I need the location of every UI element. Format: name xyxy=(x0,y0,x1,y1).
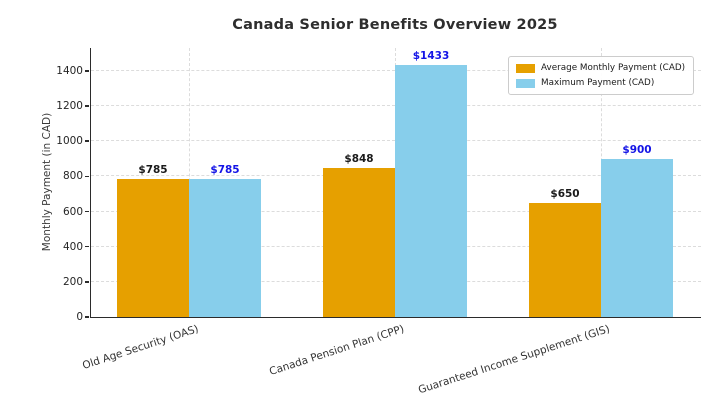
bar-value-label: $785 xyxy=(138,163,168,176)
y-tick-label: 600 xyxy=(62,205,83,218)
bar-maximum xyxy=(189,178,261,317)
chart-title: Canada Senior Benefits Overview 2025 xyxy=(232,17,558,33)
legend-swatch xyxy=(516,78,535,88)
legend-item: Maximum Payment (CAD) xyxy=(516,78,685,88)
y-tick-label: 1400 xyxy=(56,64,83,77)
y-tick-label: 800 xyxy=(62,170,83,183)
bar-maximum xyxy=(395,65,467,317)
legend-item: Average Monthly Payment (CAD) xyxy=(516,63,685,73)
y-tick-mark xyxy=(85,210,89,213)
y-tick-mark xyxy=(85,245,89,248)
y-tick-label: 0 xyxy=(76,311,83,323)
y-tick-mark xyxy=(85,175,89,178)
y-tick-mark xyxy=(85,140,89,142)
y-tick-mark xyxy=(85,105,89,107)
bar-value-label: $1433 xyxy=(412,50,450,63)
y-tick-mark xyxy=(85,70,89,72)
bar-value-label: $848 xyxy=(344,152,374,165)
y-tick-mark xyxy=(85,316,89,318)
bar-value-label: $785 xyxy=(210,163,240,176)
bar-average xyxy=(529,202,601,317)
x-tick-label: Guaranteed Income Supplement (GIS) xyxy=(417,323,612,397)
bar-average xyxy=(323,167,395,317)
legend-label: Average Monthly Payment (CAD) xyxy=(541,63,686,73)
x-tick-label: Canada Pension Plan (CPP) xyxy=(267,323,406,378)
y-tick-label: 1200 xyxy=(56,100,83,113)
y-tick-label: 1000 xyxy=(56,135,83,148)
y-tick-label: 200 xyxy=(62,275,83,288)
bar-value-label: $650 xyxy=(550,187,580,200)
bar-maximum xyxy=(601,158,673,317)
x-tick-label: Old Age Security (OAS) xyxy=(80,323,200,372)
plot-area: $785 $848 $650 $785 $1433 $900 xyxy=(90,48,701,318)
legend-swatch xyxy=(516,63,535,73)
bar-value-label: $900 xyxy=(622,143,652,156)
bar-average xyxy=(117,178,189,317)
legend: Average Monthly Payment (CAD) Maximum Pay… xyxy=(508,56,695,95)
y-tick-mark xyxy=(85,281,89,283)
legend-label: Maximum Payment (CAD) xyxy=(541,78,655,88)
y-tick-label: 400 xyxy=(62,240,83,253)
